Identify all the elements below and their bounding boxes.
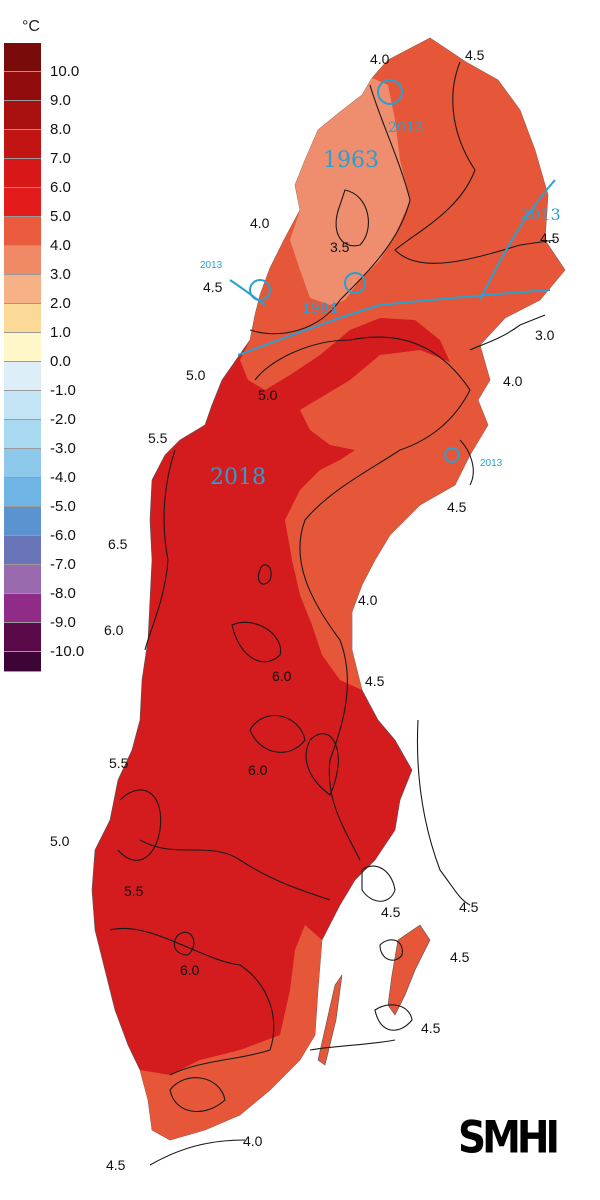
record-year-label: 2013 [388, 120, 424, 136]
isotherm-label: 4.0 [358, 592, 378, 608]
legend-swatch [4, 391, 41, 420]
legend-tick-label: 9.0 [50, 92, 71, 109]
legend-tick-label: -8.0 [50, 585, 76, 602]
legend-swatch [4, 246, 41, 275]
legend-swatch [4, 101, 41, 130]
isotherm-label: 5.5 [109, 755, 129, 771]
isotherm-label: 3.5 [330, 239, 350, 255]
legend-tick-label: 3.0 [50, 266, 71, 283]
legend-tick-label: -3.0 [50, 440, 76, 457]
isotherm-label: 5.5 [148, 430, 168, 446]
legend-swatch [4, 130, 41, 159]
isotherm-label: 4.5 [365, 673, 385, 689]
isotherm-label: 4.5 [421, 1020, 441, 1036]
record-year-label: 1963 [323, 148, 379, 173]
legend-tick-label: 5.0 [50, 208, 71, 225]
isotherm-label: 6.0 [248, 762, 268, 778]
legend-tick-label: 4.0 [50, 237, 71, 254]
legend-tick-label: -9.0 [50, 614, 76, 631]
legend-swatch [4, 536, 41, 565]
isotherm-label: 3.0 [535, 327, 555, 343]
legend-swatch [4, 652, 41, 672]
record-lines [229, 79, 556, 463]
legend-swatch [4, 159, 41, 188]
isotherm-label: 4.5 [459, 899, 479, 915]
isotherm-label: 6.0 [272, 668, 292, 684]
legend-tick-label: -7.0 [50, 556, 76, 573]
legend-tick-label: 1.0 [50, 324, 71, 341]
record-year-label: 2013 [520, 205, 561, 224]
isotherm-label: 4.5 [450, 949, 470, 965]
legend-swatch [4, 420, 41, 449]
isotherm-label: 4.5 [447, 499, 467, 515]
legend-swatch [4, 507, 41, 536]
legend-tick-label: -4.0 [50, 469, 76, 486]
isotherm-label: 4.0 [250, 215, 270, 231]
isotherm-label: 6.0 [104, 622, 124, 638]
legend-swatch [4, 565, 41, 594]
isotherm-label: 4.5 [203, 279, 223, 295]
record-year-label: 1984 [302, 301, 338, 317]
legend-swatch [4, 333, 41, 362]
legend-tick-label: -1.0 [50, 382, 76, 399]
oland [317, 974, 343, 1066]
legend-swatch [4, 362, 41, 391]
legend-tick-label: -6.0 [50, 527, 76, 544]
isotherm-label: 6.5 [108, 536, 128, 552]
legend-swatch [4, 43, 41, 72]
legend-tick-label: 0.0 [50, 353, 71, 370]
legend-tick-label: -10.0 [50, 643, 85, 660]
gotland [387, 924, 431, 1016]
mild-zone-south [140, 925, 322, 1140]
legend-tick-label: 7.0 [50, 150, 71, 167]
isotherm-label: 5.0 [50, 833, 70, 849]
isotherm-label: 5.0 [186, 367, 206, 383]
isotherm-label: 5.0 [258, 387, 278, 403]
isotherm-label: 4.0 [370, 51, 390, 67]
legend-swatch [4, 478, 41, 507]
record-year-label: 2013 [480, 458, 503, 469]
isotherm-label: 4.0 [503, 373, 523, 389]
legend-swatch [4, 304, 41, 333]
isotherm-label: 4.0 [243, 1133, 263, 1149]
isotherm-label: 4.5 [540, 230, 560, 246]
isotherm-label: 4.5 [106, 1157, 126, 1173]
legend-swatch [4, 72, 41, 101]
legend-swatch [4, 449, 41, 478]
legend-tick-label: 8.0 [50, 121, 71, 138]
legend-swatch [4, 594, 41, 623]
legend-tick-label: 2.0 [50, 295, 71, 312]
smhi-logo: SMHI [458, 1112, 560, 1164]
legend-tick-label: -2.0 [50, 411, 76, 428]
isotherm-label: 6.0 [180, 962, 200, 978]
legend-tick-label: -5.0 [50, 498, 76, 515]
isotherm-label: 4.5 [465, 47, 485, 63]
legend-swatch [4, 623, 41, 652]
legend-swatch [4, 217, 41, 246]
legend-swatch [4, 275, 41, 304]
isotherm-lines [109, 61, 556, 1166]
legend-unit: °C [22, 18, 40, 35]
legend-swatch [4, 188, 41, 217]
isotherm-label: 5.5 [124, 883, 144, 899]
isotherm-label: 4.5 [381, 904, 401, 920]
legend-tick-label: 6.0 [50, 179, 71, 196]
record-year-label: 2013 [200, 260, 223, 271]
record-year-label: 2018 [210, 465, 266, 490]
legend-tick-label: 10.0 [50, 63, 80, 80]
